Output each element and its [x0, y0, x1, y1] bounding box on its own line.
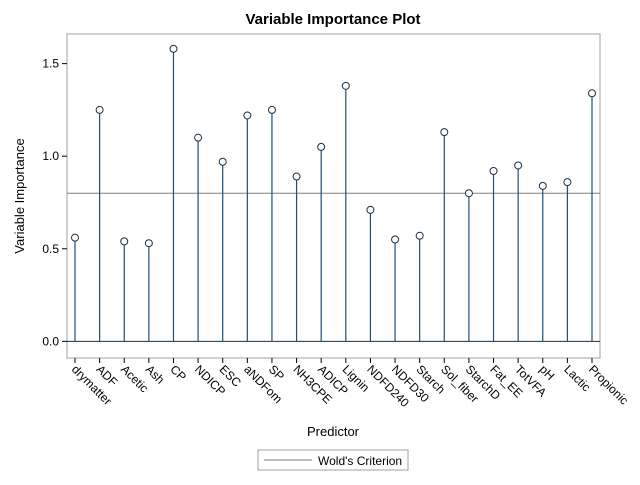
- marker-drymatter: [71, 233, 79, 242]
- chart-title: Variable Importance Plot: [245, 11, 420, 28]
- x-tick-label-lactic: Lactic: [561, 362, 593, 394]
- y-axis: 0.0 0.5 1.0 1.5: [42, 57, 67, 348]
- y-tick-label: 0.5: [42, 242, 59, 256]
- marker-propionic: [588, 89, 596, 98]
- x-tick-label-cp: CP: [167, 362, 189, 384]
- marker-sol-fiber: [440, 128, 449, 137]
- y-tick-label: 1.0: [42, 149, 59, 163]
- marker-ndfd30: [391, 235, 400, 244]
- marker-esc: [218, 157, 227, 166]
- marker-lignin: [341, 81, 350, 90]
- marker-adf: [95, 105, 104, 114]
- marker-cp: [169, 44, 178, 53]
- x-axis-title: Predictor: [307, 424, 360, 439]
- marker-lactic: [563, 178, 572, 187]
- marker-ash: [144, 239, 153, 248]
- legend-label-wolds-criterion: Wold's Criterion: [318, 454, 402, 468]
- marker-starchd: [464, 189, 473, 198]
- marker-andfom: [243, 111, 252, 120]
- marker-nh3cpe: [292, 172, 301, 181]
- marker-sp: [267, 105, 276, 114]
- y-tick-label: 0.0: [42, 334, 59, 348]
- y-axis-title: Variable Importance: [12, 138, 27, 253]
- needles-layer: [74, 48, 593, 342]
- legend-box: [257, 449, 409, 471]
- legend: Wold's Criterion: [257, 449, 409, 471]
- marker-ndicp: [194, 133, 203, 142]
- reference-line-layer: [67, 192, 600, 342]
- plot-frame: [66, 33, 601, 359]
- marker-ndfd240: [366, 205, 375, 214]
- markers-layer: [71, 44, 596, 248]
- marker-starch: [415, 231, 424, 240]
- y-tick-label: 1.5: [42, 57, 59, 71]
- marker-acetic: [120, 237, 129, 246]
- marker-adicp: [317, 142, 326, 151]
- marker-totvfa: [514, 161, 523, 170]
- marker-ph: [538, 181, 547, 190]
- x-tick-label-acetic: Acetic: [118, 362, 151, 395]
- marker-fat-ee: [489, 167, 498, 176]
